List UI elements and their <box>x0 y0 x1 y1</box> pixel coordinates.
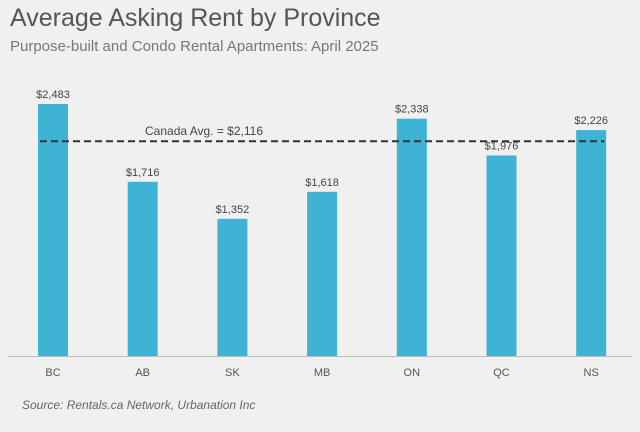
bar-sk <box>217 218 248 356</box>
x-tick-label-qc: QC <box>493 367 510 379</box>
x-tick-label-ns: NS <box>584 367 599 379</box>
data-label-mb: $1,618 <box>305 177 339 189</box>
bar-qc <box>486 155 517 356</box>
data-label-on: $2,338 <box>395 104 429 116</box>
data-label-ns: $2,226 <box>574 115 608 127</box>
data-label-qc: $1,976 <box>485 141 519 153</box>
bar-mb <box>307 191 338 356</box>
bar-on <box>396 118 427 356</box>
bar-ns <box>576 130 607 356</box>
data-label-bc: $2,483 <box>36 89 70 101</box>
bar-ab <box>127 181 158 356</box>
chart-title: Average Asking Rent by Province <box>10 4 381 32</box>
canada-average-label: Canada Avg. = $2,116 <box>145 124 263 138</box>
data-label-sk: $1,352 <box>216 204 250 216</box>
source-note: Source: Rentals.ca Network, Urbanation I… <box>22 398 256 412</box>
x-tick-label-mb: MB <box>314 367 331 379</box>
x-tick-label-sk: SK <box>225 367 240 379</box>
x-tick-label-on: ON <box>404 367 421 379</box>
bar-bc <box>38 104 68 356</box>
x-tick-label-ab: AB <box>135 367 150 379</box>
data-label-ab: $1,716 <box>126 167 160 179</box>
chart-subtitle: Purpose-built and Condo Rental Apartment… <box>10 38 379 55</box>
x-tick-label-bc: BC <box>45 367 60 379</box>
